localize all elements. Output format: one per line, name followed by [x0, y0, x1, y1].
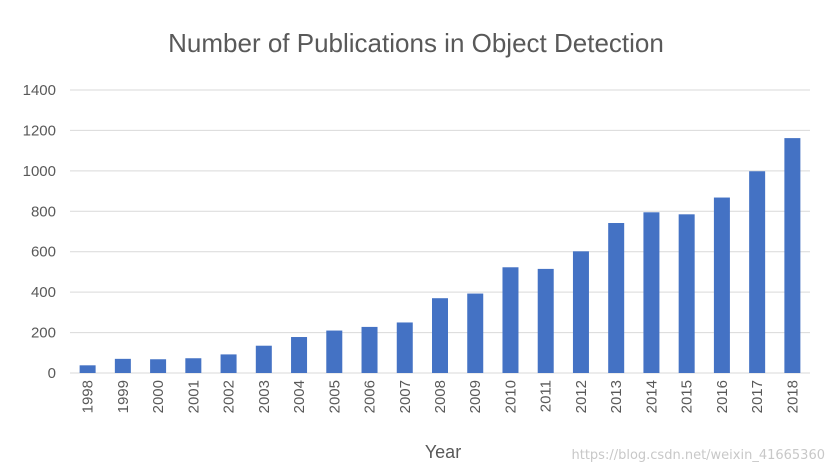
bar-2000	[150, 359, 167, 373]
bar-2001	[185, 358, 202, 373]
x-tick-label: 2018	[784, 380, 801, 413]
x-tick-label: 2010	[502, 380, 519, 413]
x-tick-label: 1999	[115, 380, 132, 413]
bar-2018	[784, 138, 801, 373]
y-tick-label: 1000	[23, 163, 56, 180]
bar-1999	[114, 358, 131, 373]
x-tick-label: 2009	[467, 380, 484, 413]
x-axis-label: Year	[425, 442, 461, 462]
bar-2006	[361, 326, 378, 373]
x-tick-label: 2004	[291, 380, 308, 413]
x-axis-ticks: 1998 1999 2000 2001 2002 2003 2004 2005 2006 2007…	[80, 380, 802, 413]
bar-2012	[572, 251, 589, 373]
bar-2004	[291, 337, 308, 373]
bar-2015	[678, 214, 695, 373]
bar-2016	[713, 197, 730, 373]
gridlines	[70, 89, 810, 374]
bar-2003	[255, 345, 272, 373]
x-tick-label: 2015	[679, 380, 696, 413]
x-tick-label: 2016	[714, 380, 731, 413]
y-tick-label: 1400	[23, 82, 56, 99]
y-tick-label: 800	[31, 203, 56, 220]
chart-title: Number of Publications in Object Detecti…	[168, 28, 664, 58]
bar-2011	[537, 268, 554, 373]
bar-2010	[502, 267, 519, 373]
x-tick-label: 2000	[150, 380, 167, 413]
x-tick-label: 2014	[643, 380, 660, 413]
bar-2007	[396, 322, 413, 373]
bar-2014	[643, 212, 660, 373]
y-axis-ticks: 0 200 400 600 800 1000 1200 1400	[23, 82, 56, 382]
y-tick-label: 0	[48, 365, 56, 382]
watermark-text: https://blog.csdn.net/weixin_41665360	[571, 448, 825, 463]
x-tick-label: 1998	[80, 380, 97, 413]
bars	[79, 138, 801, 373]
x-tick-label: 2008	[432, 380, 449, 413]
x-tick-label: 2013	[608, 380, 625, 413]
bar-2008	[432, 298, 448, 373]
bar-2005	[326, 330, 343, 373]
x-tick-label: 2006	[362, 380, 379, 413]
bar-2017	[749, 171, 766, 373]
x-tick-label: 2007	[397, 380, 414, 413]
x-tick-label: 2012	[573, 380, 590, 413]
y-tick-label: 400	[31, 284, 56, 301]
x-tick-label: 2003	[256, 380, 273, 413]
y-tick-label: 200	[31, 325, 56, 342]
x-tick-label: 2001	[185, 380, 202, 413]
bar-2002	[220, 354, 237, 373]
bar-2013	[608, 223, 625, 373]
x-tick-label: 2017	[749, 380, 766, 413]
x-tick-label: 2005	[326, 380, 343, 413]
bar-2009	[467, 293, 484, 373]
y-tick-label: 600	[31, 244, 56, 261]
bar-1998	[79, 365, 96, 373]
x-tick-label: 2002	[221, 380, 238, 413]
y-tick-label: 1200	[23, 122, 56, 139]
x-tick-label: 2011	[538, 380, 555, 412]
